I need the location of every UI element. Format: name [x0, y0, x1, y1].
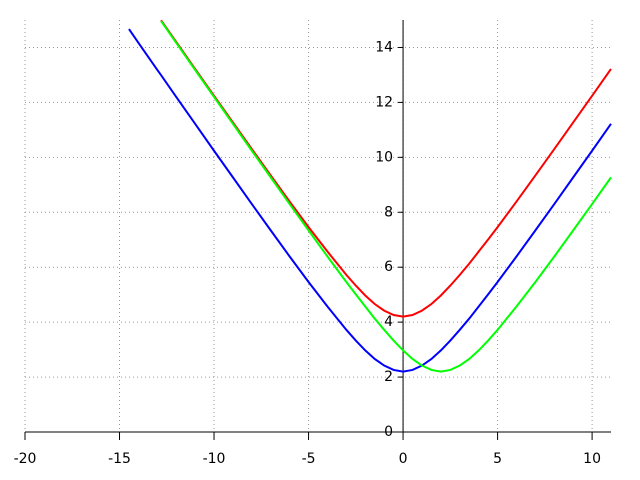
x-tick-label: -5 [302, 451, 316, 467]
x-tick-label: 5 [493, 451, 502, 467]
x-tick-label: 0 [399, 451, 408, 467]
x-tick-label: -20 [14, 451, 37, 467]
y-tick-label: 8 [384, 204, 393, 220]
y-tick-label: 2 [384, 369, 393, 385]
x-tick-label: -15 [108, 451, 131, 467]
series-line [160, 19, 612, 318]
y-tick-label: 12 [375, 94, 393, 110]
series-line [160, 20, 612, 373]
y-tick-label: 14 [375, 39, 393, 55]
y-tick-label: 4 [384, 314, 393, 330]
y-tick-label: 6 [384, 259, 393, 275]
series-line [128, 28, 612, 373]
x-tick-label: -10 [203, 451, 226, 467]
x-tick-label: 10 [583, 451, 601, 467]
y-tick-label: 10 [375, 149, 393, 165]
